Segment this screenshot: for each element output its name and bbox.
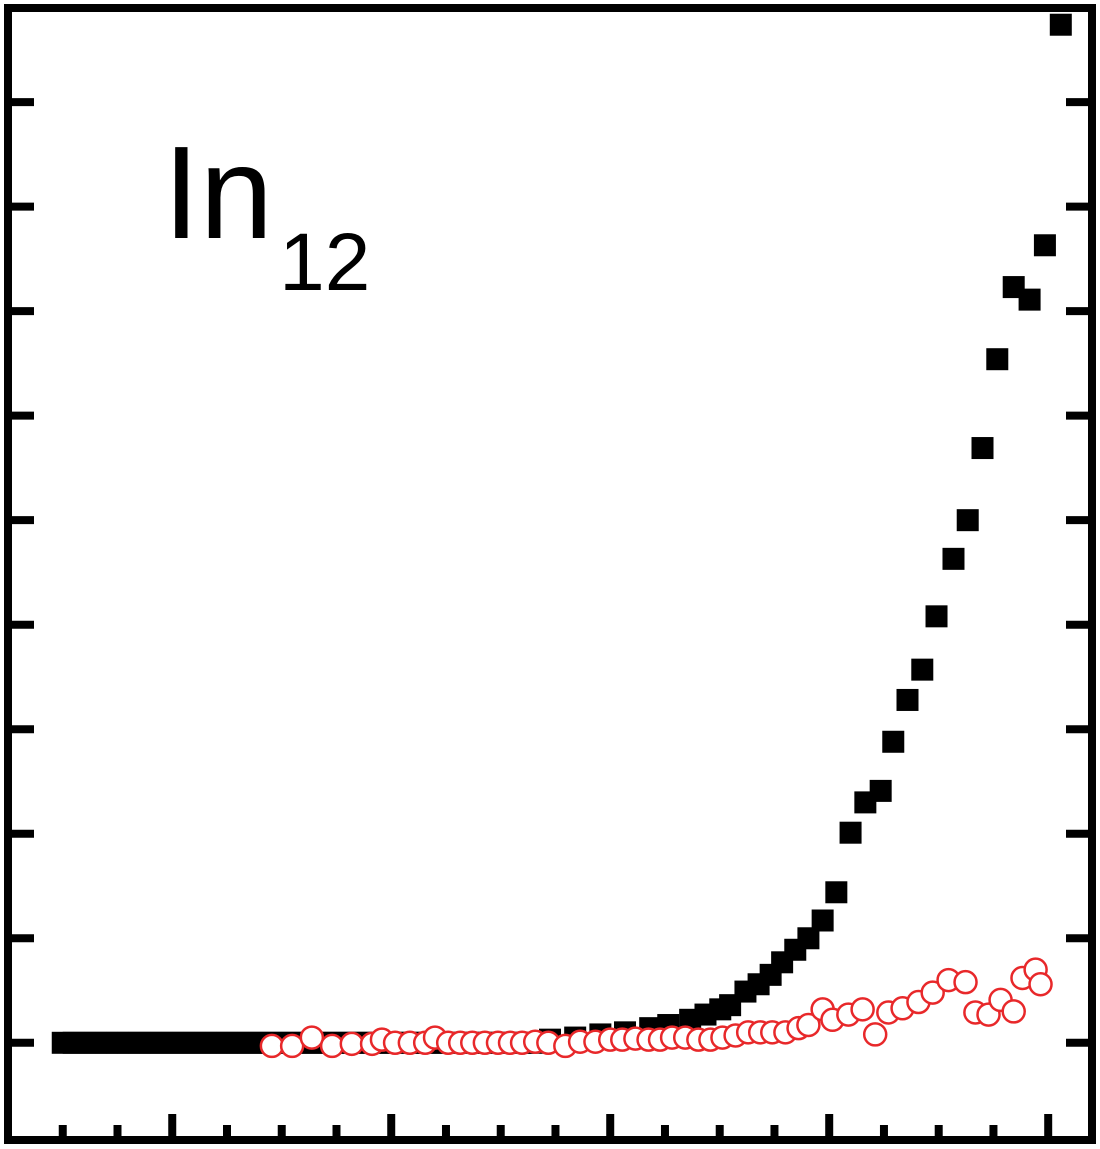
square-marker (839, 821, 862, 844)
square-marker (1033, 234, 1056, 257)
circle-marker (862, 1022, 888, 1047)
circle-marker (953, 969, 978, 995)
square-marker (942, 547, 965, 570)
circle-marker (339, 1031, 365, 1057)
square-marker (811, 909, 834, 932)
square-marker (797, 927, 820, 950)
circle-marker (1001, 999, 1026, 1024)
square-marker (825, 881, 848, 904)
circle-marker (850, 997, 875, 1022)
circle-marker (1028, 972, 1053, 997)
square-marker (896, 688, 919, 711)
square-marker (971, 437, 994, 460)
circle-marker (259, 1033, 285, 1059)
plot-frame (4, 4, 1096, 1144)
circle-marker (920, 980, 945, 1005)
square-marker (911, 658, 934, 681)
square-marker (1018, 288, 1041, 311)
annotation: In12 (163, 119, 370, 308)
square-marker (869, 779, 892, 802)
square-marker (986, 348, 1009, 371)
square-marker (956, 509, 979, 532)
square-marker (882, 730, 905, 753)
circle-marker (299, 1025, 325, 1050)
square-marker (1049, 13, 1072, 36)
square-marker (925, 605, 948, 628)
annotation-subscript: 12 (279, 217, 370, 308)
annotation-text: In (163, 119, 273, 266)
circle-marker (796, 1012, 821, 1038)
